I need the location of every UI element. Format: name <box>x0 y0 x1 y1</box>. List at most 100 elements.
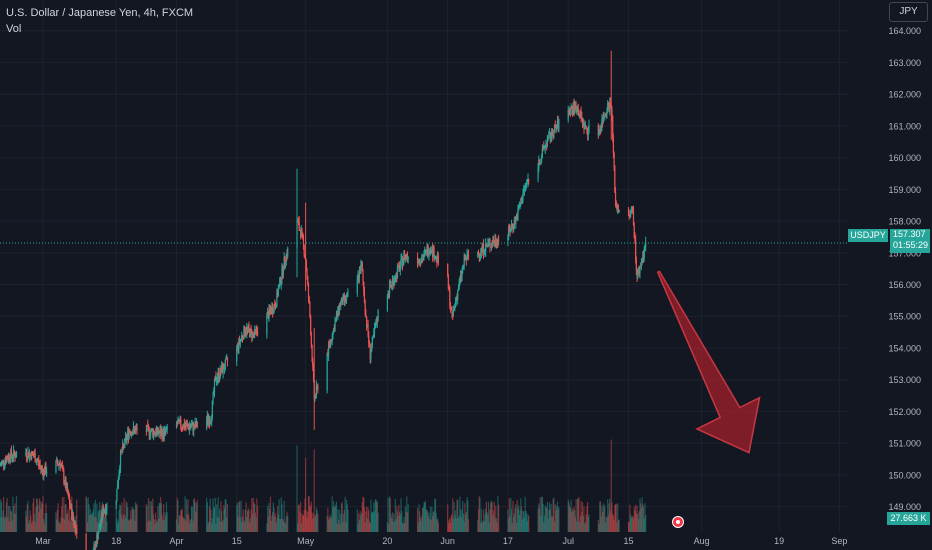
candle-body <box>153 431 155 435</box>
volume-bar <box>157 506 159 532</box>
volume-bar <box>92 509 94 532</box>
volume-bar <box>603 507 605 532</box>
candle-body <box>269 307 271 311</box>
bar-countdown: 01:55:29 <box>893 240 929 250</box>
candle-body <box>397 265 399 269</box>
candle-body <box>366 324 368 326</box>
candle-body <box>371 346 373 353</box>
candle-body <box>64 479 66 484</box>
candle-body <box>422 257 424 261</box>
candle-body <box>635 258 637 271</box>
volume-bar <box>213 507 216 532</box>
volume-bar <box>581 502 584 532</box>
volume-bar <box>310 505 312 532</box>
candle-body <box>163 430 165 438</box>
candle-body <box>184 425 186 429</box>
candle-body <box>35 460 38 462</box>
volume-bar <box>521 519 523 532</box>
candle-body <box>101 508 104 519</box>
currency-button[interactable]: JPY <box>889 2 928 22</box>
volume-bar <box>572 510 574 532</box>
candle-body <box>345 296 348 301</box>
candle-body <box>497 239 499 246</box>
candle-body <box>335 318 337 323</box>
volume-bar <box>516 500 518 532</box>
candle-body <box>388 293 390 295</box>
candle-body <box>490 243 493 247</box>
volume-bar <box>461 510 463 532</box>
candle-body <box>267 311 269 319</box>
candle-body <box>541 148 543 157</box>
volume-bar <box>151 506 153 532</box>
event-icon[interactable] <box>672 516 684 528</box>
candle-body <box>555 127 557 129</box>
candle-body <box>511 225 513 227</box>
candle-body <box>46 471 48 474</box>
candle-body <box>68 499 71 505</box>
volume-bar <box>580 501 582 532</box>
volume-bar <box>483 520 485 532</box>
volume-bar <box>454 510 457 532</box>
candle-body <box>2 460 5 466</box>
candle-body <box>509 229 511 233</box>
volume-bar <box>274 513 277 532</box>
volume-bar <box>388 496 391 532</box>
volume-bar <box>551 516 554 532</box>
volume-bar <box>155 512 157 532</box>
volume-bar <box>175 519 178 532</box>
candle-body <box>40 465 42 469</box>
volume-bar <box>327 507 329 532</box>
candle-body <box>181 427 183 429</box>
candle-body <box>644 246 646 250</box>
candle-body <box>433 247 435 260</box>
candle-body <box>337 306 339 316</box>
volume-bar <box>365 511 367 532</box>
candle-body <box>206 415 208 421</box>
volume-bar <box>600 516 602 532</box>
candle-body <box>587 131 589 135</box>
candle-body <box>455 297 457 302</box>
candle-body <box>285 254 287 263</box>
candle-body <box>220 367 222 373</box>
time-tick-label: 19 <box>774 536 784 546</box>
candle-body <box>342 296 344 305</box>
volume-bar <box>509 515 511 532</box>
volume-bar <box>495 505 497 532</box>
volume-bar <box>431 506 433 532</box>
volume-bar <box>127 507 129 532</box>
candle-body <box>7 459 9 461</box>
candle-body <box>26 457 28 459</box>
volume-bar <box>637 518 640 532</box>
price-axis: 164.000 163.000 162.000 161.000 160.000 159.0… <box>888 26 921 512</box>
candle-body <box>309 303 311 317</box>
volume-bar <box>436 519 438 532</box>
volume-bar <box>541 497 543 532</box>
candle-body <box>58 463 61 465</box>
candle-body <box>104 509 107 514</box>
candle-body <box>541 156 543 160</box>
volume-bar <box>611 502 613 532</box>
candle-body <box>453 307 455 310</box>
time-tick-label: Sep <box>831 536 847 546</box>
volume-bar <box>632 518 635 532</box>
volume-bar <box>602 512 604 532</box>
volume-bar <box>424 502 426 532</box>
candle-body <box>127 430 130 438</box>
volume-bar <box>59 523 61 532</box>
candle-body <box>464 257 466 260</box>
candle-body <box>72 512 74 520</box>
candle-body <box>67 493 69 495</box>
candle-body <box>154 433 156 435</box>
volume-bar <box>583 506 585 532</box>
candle-body <box>454 304 456 308</box>
volume-bar <box>372 511 374 532</box>
candle-body <box>517 208 519 220</box>
volume-bar <box>162 519 164 532</box>
candle-body <box>129 432 132 435</box>
volume-bar <box>216 516 218 532</box>
candle-body <box>211 416 213 423</box>
volume-bar <box>97 511 99 532</box>
volume-bar <box>256 506 259 532</box>
candle-body <box>274 306 277 308</box>
